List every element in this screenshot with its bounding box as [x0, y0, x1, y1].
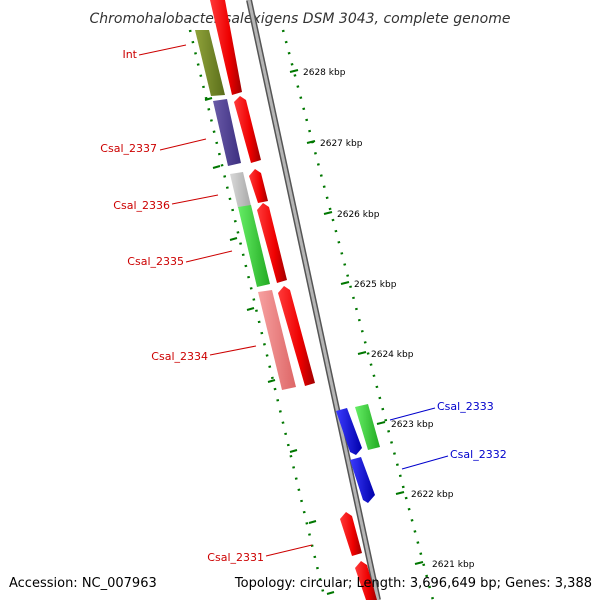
gene-label-csal-2332[interactable]: Csal_2332 — [450, 448, 507, 461]
kbp-ticks: 2628 kbp 2627 kbp 2626 kbp 2625 kbp 2624… — [289, 68, 475, 570]
gene-label-int[interactable]: Int — [122, 48, 137, 61]
leader-line — [171, 194, 219, 205]
gene-block[interactable] — [340, 512, 362, 556]
gene-block[interactable] — [355, 404, 380, 450]
inner-guide-line — [188, 29, 327, 600]
leader-line — [265, 544, 313, 557]
forward-strand-genes — [210, 0, 377, 600]
gene-label-csal-2335[interactable]: Csal_2335 — [127, 255, 184, 268]
gene-label-csal-2333[interactable]: Csal_2333 — [437, 400, 494, 413]
gene-block[interactable] — [213, 99, 241, 166]
gene-label-csal-2336[interactable]: Csal_2336 — [113, 199, 170, 212]
kbp-tick — [376, 421, 386, 425]
leader-line — [209, 345, 257, 356]
kbp-label: 2624 kbp — [371, 350, 414, 360]
kbp-label: 2626 kbp — [337, 210, 380, 220]
kbp-tick — [395, 491, 405, 495]
kbp-tick — [357, 351, 367, 355]
gene-label-csal-2337[interactable]: Csal_2337 — [100, 142, 157, 155]
kbp-label: 2628 kbp — [303, 68, 346, 78]
gene-block[interactable] — [257, 203, 287, 283]
reverse-strand-genes — [195, 30, 380, 503]
leader-line — [389, 407, 436, 421]
accession-text: Accession: NC_007963 — [9, 576, 157, 591]
leader-line — [159, 138, 207, 151]
gene-block[interactable] — [230, 172, 251, 208]
leader-line — [138, 44, 187, 56]
kbp-label: 2625 kbp — [354, 280, 397, 290]
gene-block[interactable] — [210, 0, 242, 95]
inner-ticks — [204, 97, 335, 595]
gene-labels: Int Csal_2337 Csal_2336 Csal_2335 Csal_2… — [100, 44, 507, 564]
topology-text: Topology: circular; Length: 3,696,649 bp… — [234, 576, 592, 591]
kbp-label: 2621 kbp — [432, 560, 475, 570]
gene-block[interactable] — [336, 408, 362, 455]
gene-block[interactable] — [258, 290, 296, 390]
kbp-tick — [340, 281, 350, 285]
gene-block[interactable] — [350, 457, 375, 503]
gene-block[interactable] — [249, 169, 268, 203]
kbp-label: 2622 kbp — [411, 490, 454, 500]
leader-line — [185, 250, 233, 263]
kbp-label: 2623 kbp — [391, 420, 434, 430]
gene-block[interactable] — [278, 286, 315, 386]
kbp-tick — [323, 211, 333, 215]
leader-line — [401, 455, 449, 470]
map-title: Chromohalobacter salexigens DSM 3043, co… — [90, 11, 511, 27]
gene-block[interactable] — [238, 205, 270, 287]
kbp-label: 2627 kbp — [320, 139, 363, 149]
gene-label-csal-2334[interactable]: Csal_2334 — [151, 350, 208, 363]
gene-block[interactable] — [195, 30, 225, 96]
gene-label-csal-2331[interactable]: Csal_2331 — [207, 551, 264, 564]
gene-block[interactable] — [234, 96, 261, 163]
kbp-tick — [414, 561, 424, 565]
gene-block[interactable] — [355, 561, 377, 600]
kbp-tick — [306, 140, 316, 144]
kbp-tick — [289, 69, 299, 73]
genome-backbone — [246, 0, 381, 600]
